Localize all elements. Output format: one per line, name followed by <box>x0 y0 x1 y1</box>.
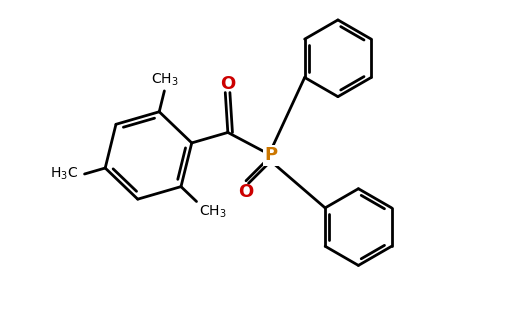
Text: CH$_3$: CH$_3$ <box>151 72 178 88</box>
Text: P: P <box>265 146 278 165</box>
Text: CH$_3$: CH$_3$ <box>199 204 227 220</box>
Text: H$_3$C: H$_3$C <box>50 166 78 182</box>
Text: O: O <box>239 183 253 201</box>
Text: O: O <box>220 75 235 93</box>
